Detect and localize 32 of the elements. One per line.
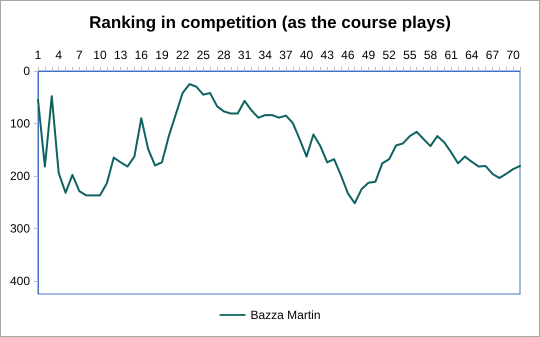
x-tick-label: 19 — [155, 48, 169, 62]
x-tick-label: 25 — [196, 48, 210, 62]
x-tick-label: 70 — [506, 48, 520, 62]
x-tick-label: 10 — [93, 48, 107, 62]
y-tick-label: 400 — [10, 274, 30, 288]
x-tick-label: 4 — [55, 48, 62, 62]
x-tick-label: 58 — [424, 48, 438, 62]
legend-label: Bazza Martin — [250, 308, 321, 322]
x-tick-label: 28 — [217, 48, 231, 62]
x-tick-label: 31 — [238, 48, 252, 62]
x-tick-label: 7 — [76, 48, 83, 62]
x-tick-label: 46 — [341, 48, 355, 62]
x-tick-label: 61 — [444, 48, 458, 62]
x-tick-label: 52 — [382, 48, 396, 62]
x-tick-label: 34 — [258, 48, 272, 62]
x-tick-label: 13 — [114, 48, 128, 62]
x-tick-label: 37 — [279, 48, 293, 62]
x-tick-label: 40 — [300, 48, 314, 62]
x-tick-label: 1 — [34, 48, 42, 62]
y-tick-label: 300 — [10, 221, 30, 236]
x-tick-label: 49 — [362, 48, 376, 62]
x-tick-label: 22 — [176, 48, 190, 62]
x-tick-label: 16 — [134, 48, 148, 62]
x-tick-label: 67 — [486, 48, 500, 62]
chart-title: Ranking in competition (as the course plays) — [89, 13, 451, 32]
y-tick-label: 100 — [10, 116, 30, 130]
y-tick-label: 200 — [10, 168, 30, 183]
x-tick-label: 43 — [320, 48, 334, 62]
y-tick-label: 0 — [23, 64, 30, 78]
line-series — [37, 83, 521, 204]
x-tick-label: 64 — [465, 48, 479, 62]
x-tick-label: 55 — [403, 48, 417, 62]
